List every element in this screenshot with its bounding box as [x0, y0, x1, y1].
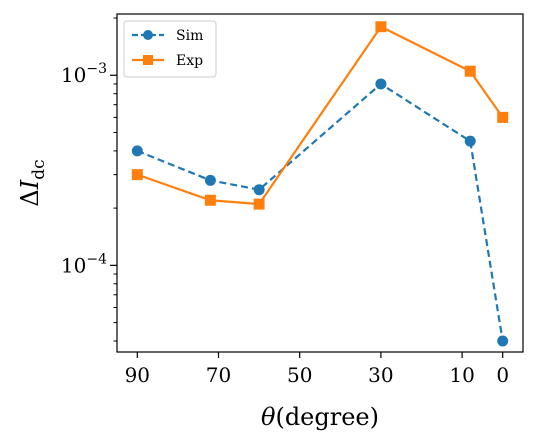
x-tick-label-2: 50 — [287, 363, 312, 387]
y-tick-label-0: 10−4 — [61, 251, 107, 277]
axes: 90 70 50 30 10 0 10−4 10−3 — [61, 13, 524, 387]
sim-series-line — [136, 82, 504, 342]
x-tick-label-5: 0 — [496, 363, 509, 387]
sim-point-1 — [204, 174, 216, 186]
sim-point-5 — [497, 335, 509, 347]
axis-labels: θ(degree) ΔIdc — [16, 159, 379, 431]
exp-series-line — [136, 25, 504, 206]
exp-point-5 — [497, 111, 509, 123]
exp-point-4 — [464, 65, 476, 77]
x-tick-label-0: 90 — [125, 363, 150, 387]
sim-point-4 — [464, 135, 476, 147]
x-axis-label: θ(degree) — [261, 403, 379, 431]
sim-point-2 — [253, 184, 265, 196]
sim-point-3 — [375, 78, 387, 90]
x-tick-label-4: 10 — [449, 363, 474, 387]
legend-label-exp: Exp — [176, 53, 203, 69]
legend: Sim Exp — [123, 20, 217, 78]
legend-marker-sim — [143, 30, 153, 40]
x-tick-label-1: 70 — [206, 363, 231, 387]
exp-point-1 — [204, 194, 216, 206]
axes-frame — [116, 13, 524, 353]
sim-point-0 — [131, 145, 143, 157]
legend-marker-exp — [143, 55, 153, 65]
exp-point-2 — [253, 198, 265, 210]
plot-area — [131, 21, 509, 347]
y-tick-label-1: 10−3 — [61, 61, 107, 87]
legend-label-sim: Sim — [176, 28, 203, 44]
x-tick-label-3: 30 — [368, 363, 393, 387]
y-axis-label: ΔIdc — [16, 159, 49, 206]
exp-point-0 — [131, 169, 143, 181]
exp-point-3 — [375, 21, 387, 33]
